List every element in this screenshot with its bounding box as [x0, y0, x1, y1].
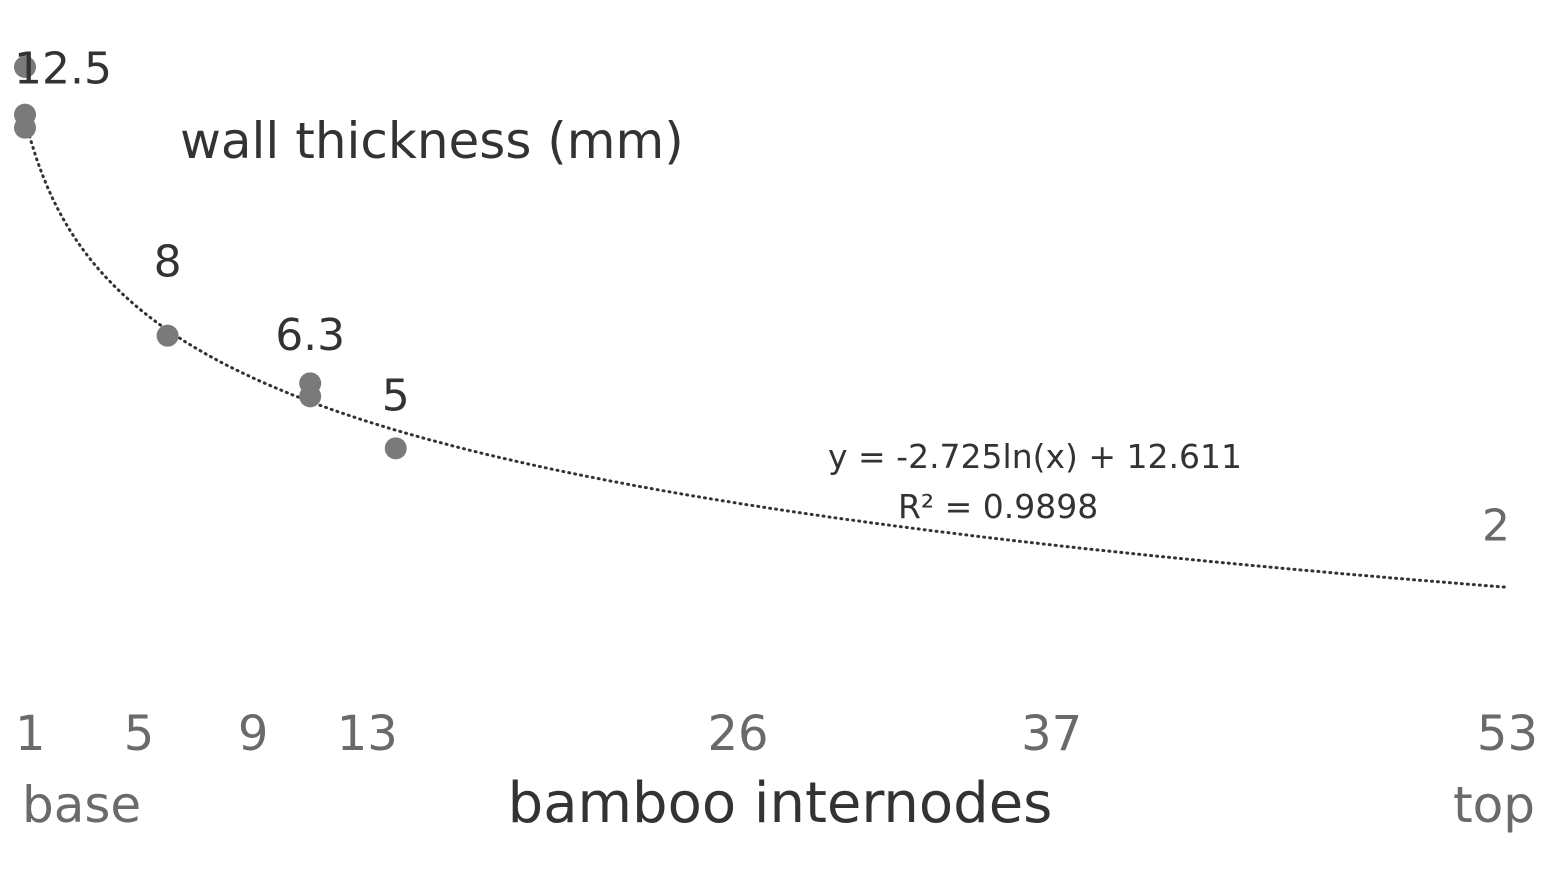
x-tick-label-53: 53: [1477, 706, 1538, 762]
x-tick-label-9: 9: [238, 706, 269, 762]
points-layer: [14, 56, 407, 460]
point-label-2: 8: [154, 236, 182, 287]
x-tick-label-37: 37: [1021, 706, 1082, 762]
x-end-label-base: base: [22, 776, 141, 834]
point-label-5: 2: [1482, 500, 1510, 551]
point-label-4: 5: [382, 370, 410, 421]
data-point-4: [156, 324, 179, 347]
data-point-7: [384, 437, 407, 460]
trendline-equation: y = -2.725ln(x) + 12.611: [828, 437, 1242, 476]
point-labels-layer: 12.5 8 6.3 5 2: [14, 43, 1510, 551]
x-axis-label: bamboo internodes: [508, 771, 1053, 836]
point-label-3: 6.3: [275, 310, 345, 361]
point-label-1: 12.5: [14, 43, 112, 94]
data-point-6: [299, 385, 322, 408]
x-tick-label-13: 13: [337, 706, 398, 762]
chart-title: wall thickness (mm): [180, 112, 684, 170]
x-tick-labels: 1 5 9 13 26 37 53: [15, 706, 1538, 762]
trendline-r-squared: R² = 0.9898: [898, 487, 1098, 526]
x-end-label-top: top: [1453, 776, 1535, 834]
x-tick-label-1: 1: [15, 706, 46, 762]
data-point-1: [14, 56, 36, 78]
x-tick-label-26: 26: [707, 706, 768, 762]
trendline: [23, 117, 1510, 589]
trendline-layer: [23, 117, 1510, 589]
x-tick-label-5: 5: [124, 706, 155, 762]
data-point-3: [14, 116, 36, 139]
